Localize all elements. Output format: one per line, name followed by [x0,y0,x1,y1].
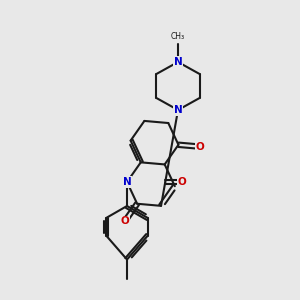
Text: N: N [174,57,182,67]
Text: N: N [174,105,182,115]
Text: O: O [178,177,186,187]
Text: O: O [120,216,129,226]
Text: CH₃: CH₃ [171,32,185,41]
Text: O: O [196,142,204,152]
Text: N: N [123,177,131,187]
